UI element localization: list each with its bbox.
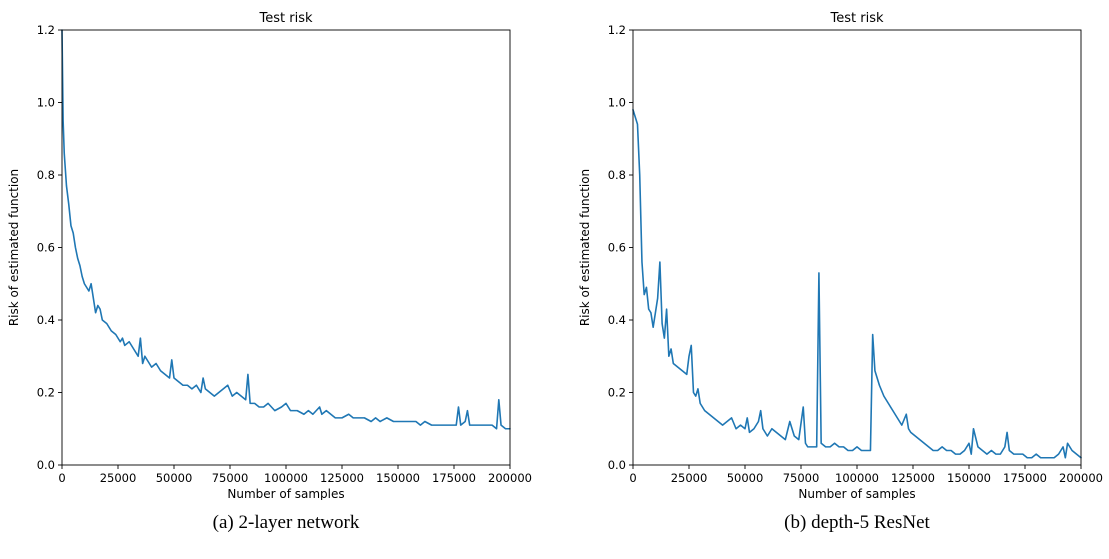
y-tick-label: 1.0 — [608, 96, 626, 110]
y-tick-label: 0.8 — [608, 168, 626, 182]
caption-b: (b) depth-5 ResNet — [784, 512, 930, 533]
y-tick-label: 1.2 — [608, 23, 626, 37]
x-tick-label: 50000 — [727, 471, 764, 485]
x-tick-label: 0 — [629, 471, 636, 485]
x-tick-label: 50000 — [156, 471, 193, 485]
x-tick-label: 75000 — [212, 471, 249, 485]
y-tick-label: 0.0 — [608, 458, 626, 472]
x-tick-label: 125000 — [891, 471, 935, 485]
caption-a: (a) 2-layer network — [212, 512, 360, 533]
x-tick-label: 125000 — [320, 471, 364, 485]
y-tick-label: 0.4 — [608, 313, 626, 327]
x-tick-label: 200000 — [488, 471, 532, 485]
x-tick-label: 100000 — [835, 471, 879, 485]
x-tick-label: 75000 — [783, 471, 820, 485]
x-tick-label: 150000 — [947, 471, 991, 485]
y-tick-label: 0.2 — [608, 386, 626, 400]
x-tick-label: 150000 — [376, 471, 420, 485]
chart-panel-a: 0 25000 50000 75000 100000 125000 150000 175000… — [7, 11, 532, 500]
x-tick-label: 175000 — [432, 471, 476, 485]
x-tick-label: 25000 — [100, 471, 137, 485]
x-axis-label: Number of samples — [227, 487, 344, 500]
x-tick-label: 0 — [58, 471, 65, 485]
chart-panel-b: 0 25000 50000 75000 100000 125000 150000 175000… — [578, 11, 1103, 500]
y-tick-label: 0.4 — [37, 313, 55, 327]
y-axis-label: Risk of estimated function — [578, 169, 592, 326]
y-tick-label: 0.0 — [37, 458, 55, 472]
y-tick-label: 0.8 — [37, 168, 55, 182]
y-tick-label: 0.6 — [37, 241, 55, 255]
y-tick-label: 1.0 — [37, 96, 55, 110]
y-tick-label: 0.6 — [608, 241, 626, 255]
x-tick-label: 100000 — [264, 471, 308, 485]
chart-title: Test risk — [830, 11, 884, 26]
x-tick-label: 175000 — [1003, 471, 1047, 485]
y-axis-label: Risk of estimated function — [7, 169, 21, 326]
chart-title: Test risk — [259, 11, 313, 26]
y-tick-label: 0.2 — [37, 386, 55, 400]
x-tick-label: 25000 — [671, 471, 708, 485]
x-tick-label: 200000 — [1059, 471, 1103, 485]
x-axis-label: Number of samples — [798, 487, 915, 500]
series-line-a-0 — [61, 29, 511, 430]
y-tick-label: 1.2 — [37, 23, 55, 37]
charts-canvas: 0 25000 50000 75000 100000 125000 150000 175000… — [7, 11, 1103, 500]
series-line-b-0 — [632, 108, 1082, 459]
plot-frame — [61, 29, 511, 466]
